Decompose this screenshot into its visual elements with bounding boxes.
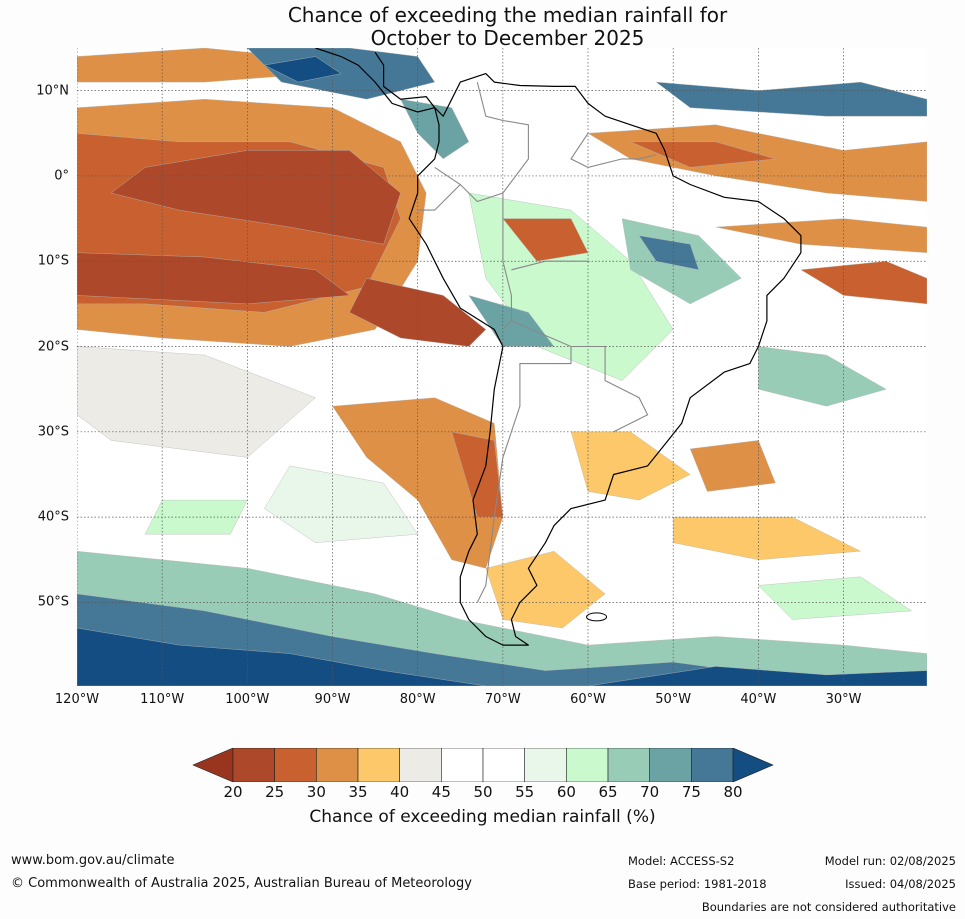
- longitude-label: 70°W: [484, 692, 521, 707]
- longitude-label: 90°W: [314, 692, 351, 707]
- model-run-date: Model run: 02/08/2025: [824, 854, 956, 868]
- latitude-label: 10°N: [36, 83, 69, 99]
- colorbar-tick-label: 60: [556, 783, 576, 801]
- colorbar-tick-label: 50: [473, 783, 493, 801]
- colorbar-tick-label: 65: [598, 783, 618, 801]
- issued-date: Issued: 04/08/2025: [845, 877, 956, 891]
- colorbar-tick-label: 75: [681, 783, 701, 801]
- rainfall-map: [77, 48, 927, 686]
- latitude-label: 20°S: [37, 339, 69, 355]
- rainfall-map-canvas: [77, 48, 927, 686]
- colorbar-tick-label: 35: [348, 783, 368, 801]
- title-line-2: October to December 2025: [370, 26, 645, 50]
- longitude-label: 30°W: [825, 692, 862, 707]
- longitude-label: 80°W: [399, 692, 436, 707]
- latitude-label: 50°S: [37, 594, 69, 610]
- longitude-label: 40°W: [740, 692, 777, 707]
- colorbar: [192, 748, 774, 782]
- base-period: Base period: 1981-2018: [628, 877, 767, 891]
- rainfall-probability-fields: [77, 48, 927, 686]
- colorbar-tick-label: 20: [223, 783, 243, 801]
- boundaries-disclaimer: Boundaries are not considered authoritat…: [701, 900, 956, 914]
- latitude-label: 40°S: [37, 509, 69, 525]
- longitude-label: 60°W: [570, 692, 606, 707]
- colorbar-tick-label: 30: [306, 783, 326, 801]
- copyright-text: © Commonwealth of Australia 2025, Austra…: [11, 876, 472, 891]
- colorbar-tick-label: 55: [515, 783, 535, 801]
- title-line-1: Chance of exceeding the median rainfall …: [287, 3, 728, 27]
- latitude-label: 0°: [54, 168, 69, 184]
- longitude-label: 50°W: [655, 692, 692, 707]
- coastline-and-borders: [315, 48, 802, 646]
- colorbar-tick-label: 80: [723, 783, 743, 801]
- map-title: Chance of exceeding the median rainfall …: [0, 4, 965, 50]
- colorbar-tick-label: 70: [640, 783, 660, 801]
- latitude-label: 10°S: [37, 253, 69, 269]
- graticule-grid: [77, 48, 927, 686]
- model-name: Model: ACCESS-S2: [628, 854, 735, 868]
- longitude-label: 120°W: [54, 692, 100, 707]
- latitude-label: 30°S: [37, 424, 69, 440]
- website-link[interactable]: www.bom.gov.au/climate: [11, 853, 175, 868]
- colorbar-tick-label: 40: [390, 783, 410, 801]
- colorbar-tick-label: 25: [265, 783, 285, 801]
- longitude-label: 100°W: [225, 692, 270, 707]
- longitude-label: 110°W: [140, 692, 185, 707]
- colorbar-tick-label: 45: [431, 783, 451, 801]
- colorbar-label: Chance of exceeding median rainfall (%): [309, 807, 656, 827]
